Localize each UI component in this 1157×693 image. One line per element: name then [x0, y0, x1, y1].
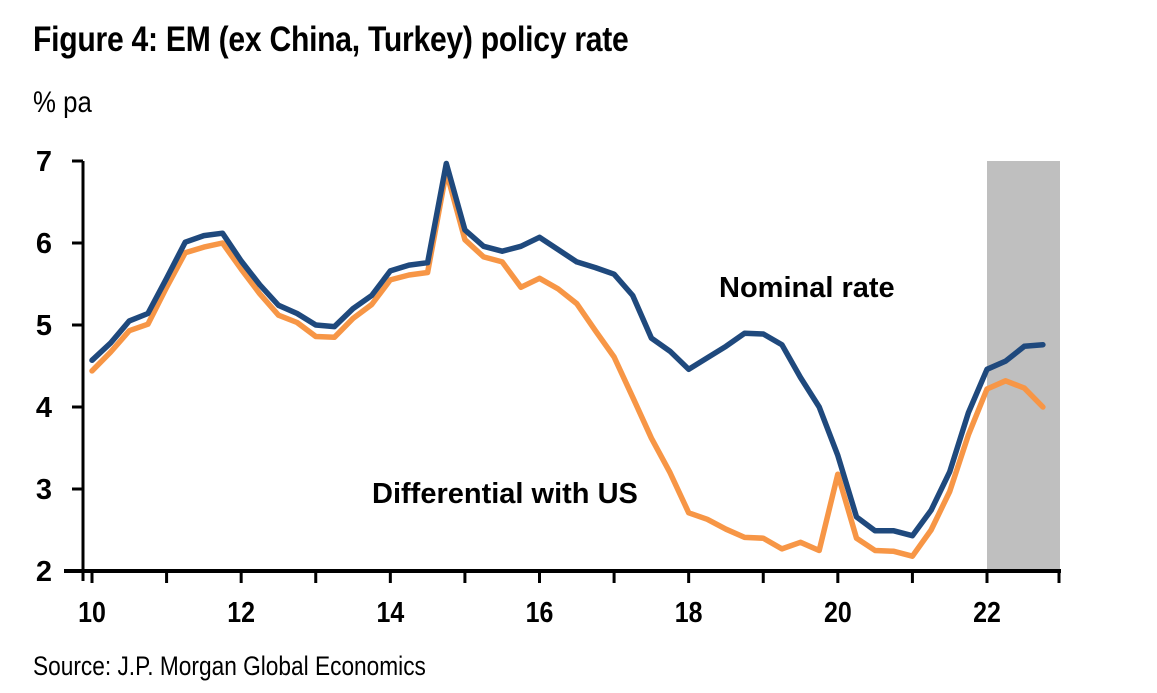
x-tick-label: 16 — [526, 596, 554, 628]
differential-with-us-line — [89, 168, 1046, 559]
y-tick-label: 4 — [36, 392, 52, 424]
series-layer — [89, 160, 1046, 559]
y-tick-label: 6 — [36, 228, 52, 260]
source-note: Source: J.P. Morgan Global Economics — [33, 651, 426, 681]
x-tick-label: 22 — [973, 596, 1001, 628]
labels-layer: 2 3 4 5 6 7 10 12 14 16 18 20 22 — [36, 146, 1001, 628]
y-tick-label: 5 — [36, 310, 52, 342]
x-tick-label: 14 — [376, 596, 404, 628]
annotation-nominal-rate: Nominal rate — [719, 272, 895, 304]
y-tick-label: 3 — [36, 474, 52, 506]
y-tick-label: 2 — [36, 556, 52, 588]
x-tick-label: 20 — [824, 596, 852, 628]
annotation-differential-with-us: Differential with US — [372, 478, 638, 510]
axes-layer — [64, 159, 1061, 583]
x-tick-label: 10 — [78, 596, 106, 628]
y-axis-unit-label: % pa — [33, 86, 92, 119]
x-tick-label: 12 — [227, 596, 255, 628]
y-tick-label: 7 — [36, 146, 52, 178]
chart-title: Figure 4: EM (ex China, Turkey) policy r… — [33, 20, 629, 59]
nominal-rate-line — [89, 160, 1046, 539]
x-tick-label: 18 — [675, 596, 703, 628]
